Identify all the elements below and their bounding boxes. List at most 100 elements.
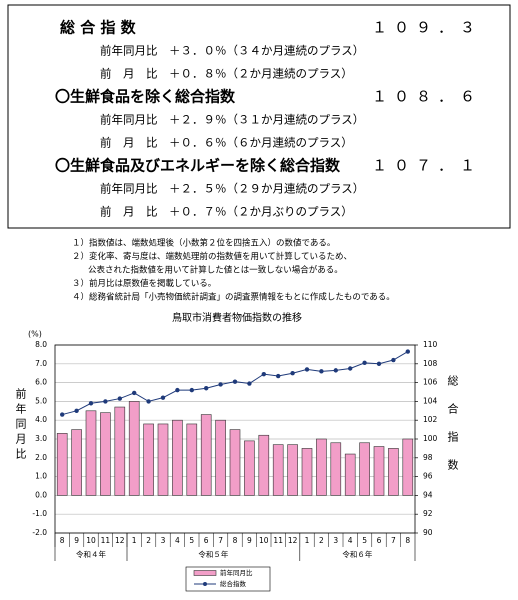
y2-tick-label: 106 <box>423 378 438 387</box>
bar <box>200 414 212 496</box>
y-label: 前年同月比 <box>14 387 27 463</box>
x-tick-label: 5 <box>362 536 367 545</box>
item-value: １０８．６ <box>372 88 482 106</box>
y-tick-label: -1.0 <box>32 509 47 518</box>
bar <box>244 440 255 496</box>
x-tick-label: 11 <box>101 536 111 545</box>
line-point <box>405 349 410 354</box>
chart-title: 鳥取市消費者物価指数の推移 <box>172 311 302 324</box>
line-point <box>60 412 65 417</box>
x-tick-label: 12 <box>115 536 125 545</box>
bar <box>71 429 82 496</box>
item-row: 前年同月比 ＋２．５％（２９か月連続のプラス） <box>100 182 364 196</box>
bar <box>215 419 226 496</box>
y2-label: 総合指数 <box>446 374 459 487</box>
y2-tick-label: 102 <box>423 415 438 424</box>
y-tick-label: 0.0 <box>35 490 47 499</box>
bar <box>402 438 414 496</box>
plot-frame <box>54 344 416 534</box>
bar <box>359 442 370 496</box>
line-point <box>117 396 123 401</box>
y2-tick-label: 110 <box>423 340 438 349</box>
y-tick-label: 5.0 <box>35 396 47 405</box>
y2-tick-label: 94 <box>423 490 433 499</box>
y-tick-label: -2.0 <box>32 528 47 537</box>
line-point <box>376 361 382 366</box>
y2-tick-label: 100 <box>423 434 438 443</box>
note: ３）前月比は原数値を掲載している。 <box>72 278 216 289</box>
item-row: 前年同月比 ＋３．０％（３４か月連続のプラス） <box>100 44 364 58</box>
bar <box>128 401 140 496</box>
line-point <box>232 379 238 384</box>
line-point <box>348 366 353 371</box>
x-tick-label: 10 <box>259 536 269 545</box>
bar <box>287 444 298 496</box>
x-tick-label: 11 <box>273 536 283 545</box>
line-point <box>391 357 396 363</box>
y2-tick-label: 108 <box>423 359 438 368</box>
x-tick-label: 8 <box>405 536 410 545</box>
bar <box>100 412 111 496</box>
item-label: 〇生鮮食品を除く総合指数 <box>55 88 236 106</box>
x-tick-label: 8 <box>233 536 238 545</box>
line-point <box>103 399 108 404</box>
line-point <box>290 371 295 376</box>
x-tick-label: 12 <box>288 536 298 545</box>
line-point <box>146 399 151 404</box>
y-tick-label: 1.0 <box>35 472 47 481</box>
line-point <box>362 360 367 366</box>
y-tick-label: 4.0 <box>35 415 47 424</box>
legend-swatch <box>203 582 207 586</box>
line-point <box>132 390 137 396</box>
x-tick-label: 4 <box>175 536 180 545</box>
item-label: 総 合 指 数 <box>60 19 137 37</box>
line-point <box>333 368 338 373</box>
y-unit: (%) <box>28 330 42 339</box>
y-tick-label: 3.0 <box>35 434 47 443</box>
item-row: 前 月 比 ＋０．８％（２か月連続のプラス） <box>100 67 353 81</box>
x-tick-label: 7 <box>218 536 223 545</box>
x-tick-label: 1 <box>132 536 137 545</box>
note: 公表された指数値を用いて計算した値とは一致しない場合がある。 <box>88 265 343 276</box>
bar <box>272 444 284 496</box>
group-label: 令和５年 <box>198 549 228 559</box>
line-point <box>261 371 266 377</box>
bar <box>172 419 183 496</box>
bar <box>229 429 241 496</box>
y-tick-label: 7.0 <box>35 359 47 368</box>
bar <box>330 442 342 496</box>
x-tick-label: 10 <box>86 536 96 545</box>
x-tick-label: 9 <box>74 536 79 545</box>
line-point <box>218 382 223 387</box>
line-point <box>204 386 209 391</box>
y2-tick-label: 104 <box>423 396 438 405</box>
bar <box>373 446 385 496</box>
x-tick-label: 7 <box>391 536 396 545</box>
x-tick-label: 1 <box>305 536 310 545</box>
line-point <box>74 408 79 413</box>
line-point <box>175 387 180 393</box>
item-row: 前 月 比 ＋０．６％（６か月連続のプラス） <box>100 136 353 150</box>
legend-label: 前年同月比 <box>220 568 253 577</box>
bar <box>143 423 154 496</box>
item-row: 前 月 比 ＋０．７％（２か月ぶりのプラス） <box>100 205 353 219</box>
bar <box>157 423 169 496</box>
y2-tick-label: 96 <box>423 472 433 481</box>
item-label: 〇生鮮食品及びエネルギーを除く総合指数 <box>55 157 341 175</box>
group-label: 令和６年 <box>342 549 372 559</box>
line-point <box>276 373 281 379</box>
note: １）指数値は、端数処理後（小数第２位を四捨五入）の数値である。 <box>72 238 335 249</box>
line-point <box>247 381 252 386</box>
x-tick-label: 4 <box>348 536 353 545</box>
bar <box>258 434 270 496</box>
y-tick-label: 6.0 <box>35 378 47 387</box>
bar <box>301 448 313 496</box>
line-point <box>88 401 94 406</box>
item-row: 前年同月比 ＋２．９％（３１か月連続のプラス） <box>100 113 364 127</box>
line-point <box>189 387 194 393</box>
item-value: １０７．１ <box>372 157 482 175</box>
y-tick-label: 2.0 <box>35 453 47 462</box>
note: ２）変化率、寄与度は、端数処理前の指数値を用いて計算しているため、 <box>72 251 352 262</box>
